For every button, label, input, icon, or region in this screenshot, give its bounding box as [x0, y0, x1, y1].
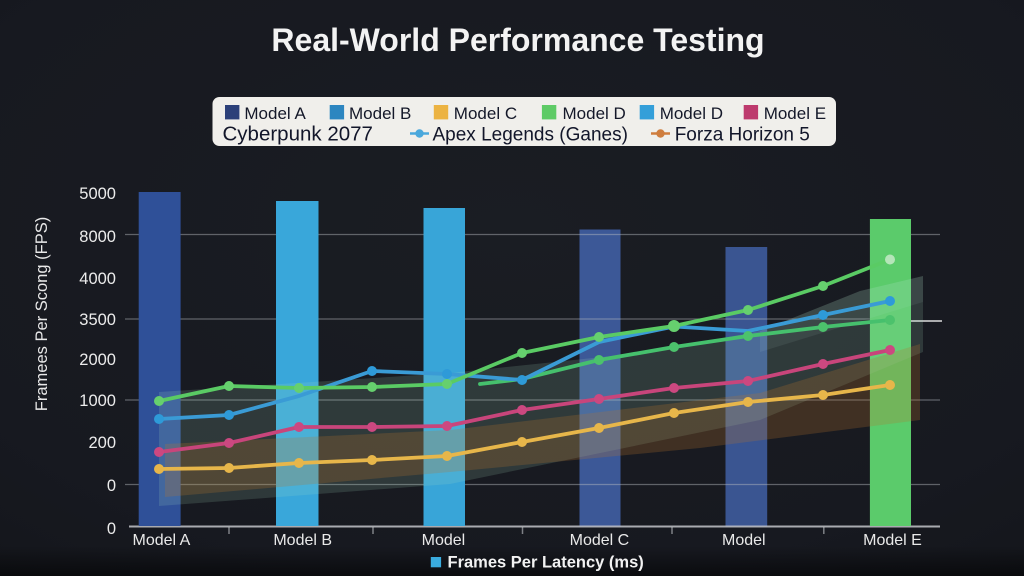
svg-text:Model A: Model A	[132, 532, 190, 549]
svg-text:Model E: Model E	[863, 532, 922, 549]
svg-text:Apex Legends (Ganes): Apex Legends (Ganes)	[433, 125, 628, 146]
svg-text:Model: Model	[722, 532, 766, 549]
svg-text:Model C: Model C	[570, 532, 630, 549]
svg-text:Frames Per Latency (ms): Frames Per Latency (ms)	[448, 554, 644, 572]
svg-text:3500: 3500	[79, 311, 116, 329]
svg-text:0: 0	[107, 477, 116, 495]
svg-text:Model D: Model D	[563, 104, 626, 123]
svg-text:Model D: Model D	[660, 104, 723, 123]
svg-text:Real-World Performance Testing: Real-World Performance Testing	[271, 22, 764, 58]
svg-text:1000: 1000	[79, 392, 116, 410]
svg-text:Model A: Model A	[244, 104, 306, 123]
svg-text:4000: 4000	[79, 270, 116, 288]
svg-text:200: 200	[88, 434, 116, 452]
svg-text:Model B: Model B	[273, 532, 332, 549]
svg-text:2000: 2000	[79, 351, 116, 369]
svg-text:Framees Per Scong (FPS): Framees Per Scong (FPS)	[33, 217, 51, 411]
svg-text:Forza Horizon 5: Forza Horizon 5	[675, 125, 810, 146]
svg-text:Model E: Model E	[764, 104, 826, 123]
svg-text:Model B: Model B	[349, 104, 411, 123]
svg-text:8000: 8000	[79, 228, 116, 246]
svg-text:0: 0	[107, 520, 116, 538]
svg-text:Model C: Model C	[454, 104, 517, 123]
svg-text:5000: 5000	[79, 185, 116, 203]
svg-text:Cyberpunk 2077: Cyberpunk 2077	[223, 123, 373, 146]
svg-text:Model: Model	[422, 532, 466, 549]
